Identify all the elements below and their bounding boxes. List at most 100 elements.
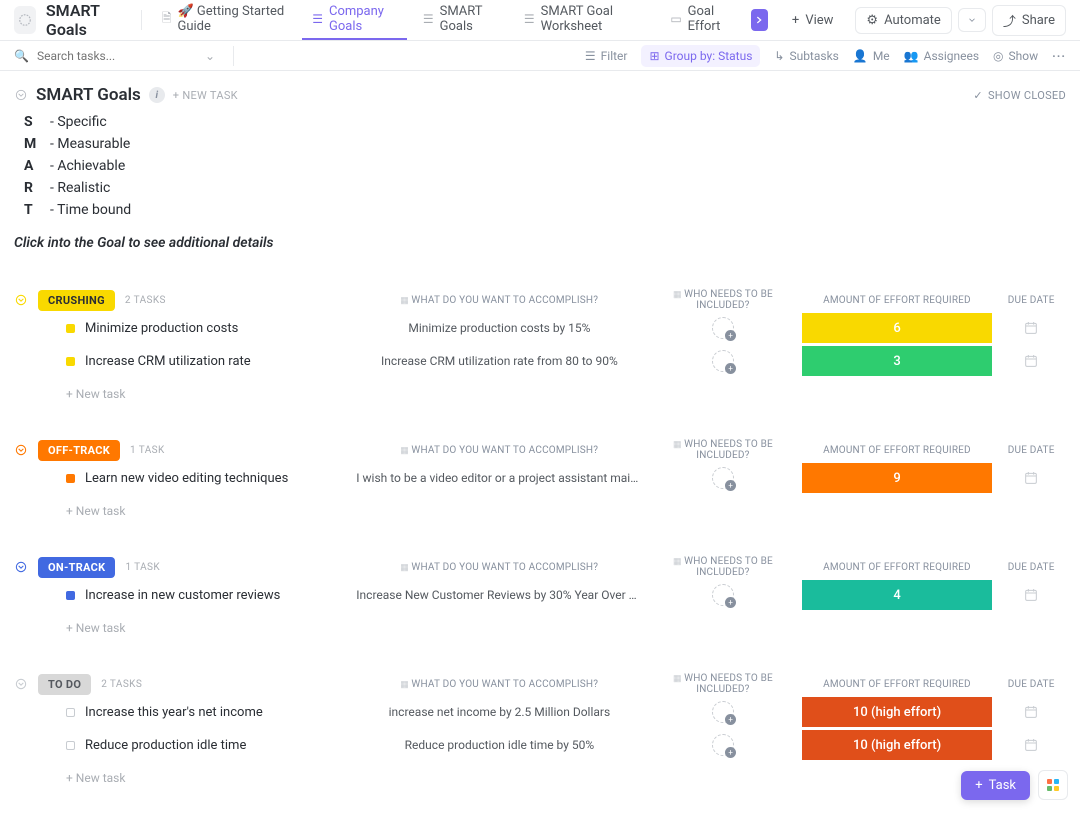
- add-view-button[interactable]: + View: [782, 8, 844, 33]
- add-task-button[interactable]: + New task: [14, 377, 1066, 401]
- tab-label: Company Goals: [329, 4, 397, 34]
- due-date-button[interactable]: [996, 470, 1066, 486]
- status-pill[interactable]: OFF-TRACK: [38, 440, 120, 461]
- add-task-button[interactable]: + New task: [14, 611, 1066, 635]
- due-date-button[interactable]: [996, 587, 1066, 603]
- effort-chip[interactable]: 4: [802, 580, 992, 610]
- add-assignee-icon[interactable]: [712, 317, 734, 339]
- me-button[interactable]: 👤Me: [853, 49, 890, 63]
- check-icon: ✓: [973, 89, 983, 102]
- group-header: CRUSHING 2 TASKS WHAT DO YOU WANT TO ACC…: [14, 289, 1066, 311]
- share-button[interactable]: ⤴ Share: [992, 5, 1066, 36]
- share-label: Share: [1022, 13, 1055, 28]
- chevron-down-icon[interactable]: ⌄: [205, 49, 215, 63]
- assignees-button[interactable]: 👥Assignees: [904, 49, 979, 63]
- task-row[interactable]: Increase this year's net income increase…: [14, 696, 1066, 728]
- task-assignee[interactable]: [649, 734, 798, 756]
- due-date-button[interactable]: [996, 353, 1066, 369]
- task-name: Learn new video editing techniques: [85, 471, 288, 486]
- workspace-icon[interactable]: [14, 6, 36, 34]
- search-input[interactable]: [37, 49, 157, 63]
- show-label: Show: [1009, 49, 1039, 63]
- task-accomplish: increase net income by 2.5 Million Dolla…: [350, 705, 648, 719]
- task-row[interactable]: Increase CRM utilization rate Increase C…: [14, 345, 1066, 377]
- add-assignee-icon[interactable]: [712, 734, 734, 756]
- collapse-group-icon[interactable]: [14, 443, 28, 457]
- tab-label: 🚀 Getting Started Guide: [177, 4, 286, 34]
- col-who: WHO NEEDS TO BE INCLUDED?: [648, 673, 797, 695]
- task-row[interactable]: Reduce production idle time Reduce produ…: [14, 729, 1066, 761]
- status-pill[interactable]: CRUSHING: [38, 290, 115, 311]
- more-tabs-button[interactable]: [751, 9, 768, 31]
- task-assignee[interactable]: [649, 467, 798, 489]
- collapse-group-icon[interactable]: [14, 560, 28, 574]
- group-by-label: Group by: Status: [665, 49, 753, 63]
- top-bar: SMART Goals 🗎 🚀 Getting Started Guide ☰ …: [0, 0, 1080, 41]
- show-closed-toggle[interactable]: ✓ SHOW CLOSED: [973, 89, 1066, 102]
- task-count: 1 TASK: [130, 445, 165, 456]
- effort-chip[interactable]: 10 (high effort): [802, 697, 992, 727]
- due-date-button[interactable]: [996, 704, 1066, 720]
- filter-button[interactable]: ☰Filter: [585, 49, 628, 63]
- col-effort: AMOUNT OF EFFORT REQUIRED: [798, 562, 997, 573]
- show-closed-label: SHOW CLOSED: [988, 89, 1066, 102]
- effort-chip[interactable]: 9: [802, 463, 992, 493]
- tab-smart-goals[interactable]: ☰ SMART Goals: [413, 0, 508, 40]
- status-pill[interactable]: ON-TRACK: [38, 557, 115, 578]
- group-header: ON-TRACK 1 TASK WHAT DO YOU WANT TO ACCO…: [14, 556, 1066, 578]
- task-name: Minimize production costs: [85, 321, 238, 336]
- add-assignee-icon[interactable]: [712, 701, 734, 723]
- show-button[interactable]: ◎ Show: [993, 49, 1038, 63]
- task-assignee[interactable]: [649, 701, 798, 723]
- more-options-button[interactable]: ···: [1052, 49, 1066, 63]
- automate-dropdown[interactable]: [958, 8, 986, 32]
- list-icon: ☰: [423, 12, 434, 26]
- list-icon: ☰: [312, 12, 323, 26]
- new-task-link[interactable]: + NEW TASK: [173, 89, 238, 102]
- task-assignee[interactable]: [649, 350, 798, 372]
- collapse-group-icon[interactable]: [14, 677, 28, 691]
- view-label: View: [805, 13, 833, 28]
- task-row[interactable]: Minimize production costs Minimize produ…: [14, 312, 1066, 344]
- collapse-all-icon[interactable]: [14, 88, 28, 102]
- collapse-group-icon[interactable]: [14, 293, 28, 307]
- plus-icon: +: [792, 13, 799, 28]
- tab-getting-started[interactable]: 🗎 🚀 Getting Started Guide: [152, 0, 296, 40]
- filter-label: Filter: [601, 49, 628, 63]
- search-box[interactable]: 🔍 ⌄: [14, 49, 215, 63]
- col-due: DUE DATE: [996, 562, 1066, 573]
- due-date-button[interactable]: [996, 320, 1066, 336]
- share-icon: ⤴: [1003, 11, 1016, 30]
- add-assignee-icon[interactable]: [712, 584, 734, 606]
- task-row[interactable]: Increase in new customer reviews Increas…: [14, 579, 1066, 611]
- add-task-button[interactable]: + New task: [14, 494, 1066, 518]
- add-task-button[interactable]: + New task: [14, 761, 1066, 785]
- task-assignee[interactable]: [649, 317, 798, 339]
- apps-launcher[interactable]: [1038, 770, 1068, 800]
- tab-company-goals[interactable]: ☰ Company Goals: [302, 0, 407, 40]
- automate-button[interactable]: ⚙ Automate: [855, 7, 951, 34]
- robot-icon: ⚙: [866, 13, 878, 28]
- add-assignee-icon[interactable]: [712, 467, 734, 489]
- group-by-button[interactable]: ⊞Group by: Status: [641, 45, 760, 67]
- eye-icon: ◎: [993, 49, 1003, 63]
- tab-goal-effort[interactable]: ▭ Goal Effort: [660, 0, 742, 40]
- group-header: TO DO 2 TASKS WHAT DO YOU WANT TO ACCOMP…: [14, 673, 1066, 695]
- tab-smart-goal-worksheet[interactable]: ☰ SMART Goal Worksheet: [514, 0, 654, 40]
- task-accomplish: Increase CRM utilization rate from 80 to…: [350, 354, 648, 368]
- effort-chip[interactable]: 6: [802, 313, 992, 343]
- smart-desc: - Achievable: [50, 158, 125, 174]
- subtasks-button[interactable]: ↳Subtasks: [774, 49, 838, 63]
- col-due: DUE DATE: [996, 445, 1066, 456]
- task-name: Increase in new customer reviews: [85, 588, 280, 603]
- task-row[interactable]: Learn new video editing techniques I wis…: [14, 462, 1066, 494]
- info-icon[interactable]: i: [149, 87, 165, 103]
- status-square-icon: [66, 324, 75, 333]
- status-pill[interactable]: TO DO: [38, 674, 91, 695]
- effort-chip[interactable]: 3: [802, 346, 992, 376]
- effort-chip[interactable]: 10 (high effort): [802, 730, 992, 760]
- task-assignee[interactable]: [649, 584, 798, 606]
- due-date-button[interactable]: [996, 737, 1066, 753]
- new-task-fab[interactable]: + Task: [961, 771, 1030, 800]
- add-assignee-icon[interactable]: [712, 350, 734, 372]
